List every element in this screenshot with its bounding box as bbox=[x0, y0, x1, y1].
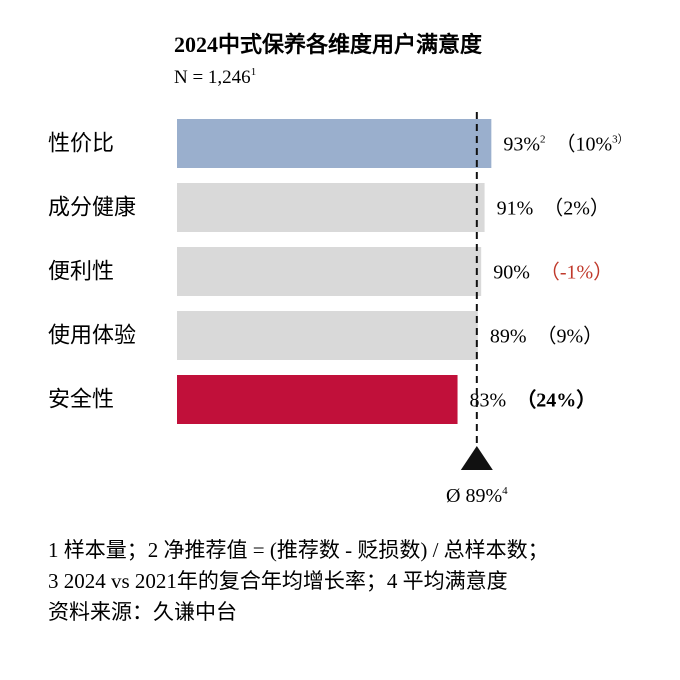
value-label: 93% bbox=[503, 134, 540, 156]
data-label: 89% （9%） bbox=[490, 325, 603, 348]
chart-subtitle: N = 1,2461 bbox=[174, 66, 256, 88]
growth-label: （9%） bbox=[536, 325, 603, 348]
footnote-2: 3 2024 vs 2021年的复合年均增长率；4 平均满意度 bbox=[48, 569, 508, 593]
bar-row: 便利性 90% （-1%） bbox=[48, 247, 613, 296]
average-note: 4 bbox=[502, 485, 508, 497]
sample-size: N = 1,246 bbox=[174, 67, 251, 88]
category-label: 便利性 bbox=[48, 259, 114, 284]
chart-title: 2024中式保养各维度用户满意度 bbox=[174, 32, 483, 57]
sample-size-note: 1 bbox=[251, 66, 257, 78]
bar-row: 安全性 83% （24%） bbox=[48, 375, 596, 424]
value-label: 89% bbox=[490, 326, 527, 348]
category-label: 安全性 bbox=[48, 387, 114, 412]
category-label: 成分健康 bbox=[48, 195, 136, 220]
bar bbox=[177, 247, 482, 296]
bar bbox=[177, 183, 485, 232]
growth-label: （10% bbox=[556, 133, 613, 156]
average-label: Ø 89%4 bbox=[446, 485, 508, 507]
data-label: 91% （2%） bbox=[497, 197, 610, 220]
bar-row: 使用体验 89% （9%） bbox=[48, 311, 603, 360]
footnote-source: 资料来源：久谦中台 bbox=[48, 600, 237, 624]
category-label: 使用体验 bbox=[48, 323, 136, 348]
bar bbox=[177, 119, 492, 168]
bar bbox=[177, 311, 478, 360]
bar-row: 成分健康 91% （2%） bbox=[48, 183, 610, 232]
growth-label: （2%） bbox=[543, 197, 610, 220]
data-label: 93%2 （10%3） bbox=[503, 133, 628, 156]
value-label: 90% bbox=[493, 262, 530, 284]
bar bbox=[177, 375, 458, 424]
value-label: 91% bbox=[497, 198, 534, 220]
growth-note: 3） bbox=[612, 133, 629, 146]
footnote-1: 1 样本量；2 净推荐值 = (推荐数 - 贬损数) / 总样本数； bbox=[48, 538, 549, 562]
growth-label: （-1%） bbox=[540, 261, 613, 284]
data-label: 83% （24%） bbox=[470, 389, 597, 412]
category-label: 性价比 bbox=[48, 131, 114, 156]
average-marker bbox=[460, 446, 493, 470]
bar-rows: 性价比 93%2 （10%3） 成分健康 91% （2%） 便利性 90% （-1%） 使用体验 8… bbox=[48, 119, 629, 424]
average-value: Ø 89% bbox=[446, 485, 502, 507]
data-label: 90% （-1%） bbox=[493, 261, 613, 284]
value-label: 83% bbox=[470, 390, 507, 412]
bar-row: 性价比 93%2 （10%3） bbox=[48, 119, 629, 168]
growth-label: （24%） bbox=[516, 389, 596, 412]
value-note: 2 bbox=[540, 134, 546, 146]
